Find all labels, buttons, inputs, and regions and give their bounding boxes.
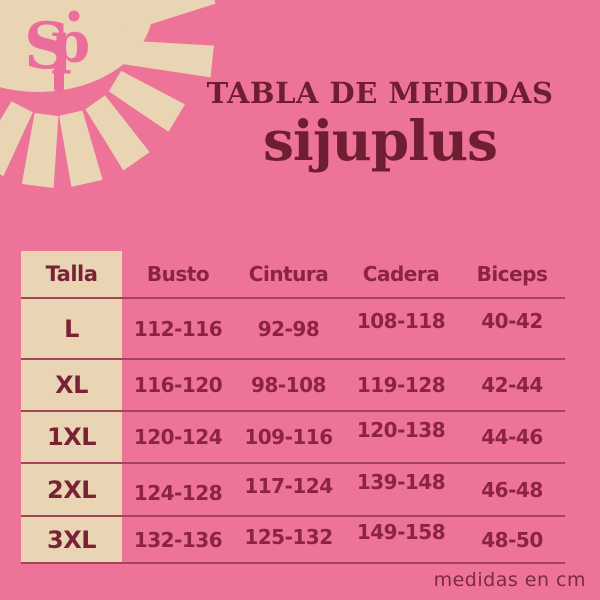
column-header-biceps: Biceps xyxy=(476,262,548,286)
size-cell: 48-50 xyxy=(481,527,543,552)
size-label-cell: L xyxy=(21,299,122,358)
monogram-dot xyxy=(68,10,80,22)
table-row: XL 116-120 98-108 119-128 42-44 xyxy=(21,360,565,412)
table-header-row: Talla Busto Cintura Cadera Biceps xyxy=(21,251,565,299)
header-block: TABLA DE MEDIDAS sijuplus xyxy=(195,76,565,174)
size-cell: 139-148 xyxy=(356,469,446,494)
size-label-cell: 1XL xyxy=(21,412,122,462)
sun-ray xyxy=(21,113,59,188)
size-label-cell: XL xyxy=(21,360,122,410)
column-header-talla: Talla xyxy=(21,251,122,297)
logo-monogram-p: p xyxy=(51,10,90,76)
size-cell: 46-48 xyxy=(481,477,543,502)
size-cell: 124-128 xyxy=(133,480,223,505)
table-row: 3XL 132-136 125-132 149-158 48-50 xyxy=(21,517,565,564)
size-cell: 108-118 xyxy=(356,308,446,333)
size-cell: 149-158 xyxy=(356,519,446,544)
size-cell: 119-128 xyxy=(356,373,446,397)
units-note: medidas en cm xyxy=(433,569,586,591)
sun-ray xyxy=(123,40,214,78)
logo-monogram-s: S xyxy=(24,9,70,84)
size-cell: 132-136 xyxy=(133,527,223,552)
size-cell: 120-124 xyxy=(133,425,223,449)
column-header-busto: Busto xyxy=(146,262,210,286)
sunburst-center xyxy=(0,0,153,92)
table-row: 2XL 124-128 117-124 139-148 46-48 xyxy=(21,464,565,517)
size-cell: 44-46 xyxy=(481,425,543,449)
size-cell: 109-116 xyxy=(244,425,333,449)
column-header-cintura: Cintura xyxy=(248,262,329,286)
size-label-cell: 3XL xyxy=(21,517,122,562)
size-label-cell: 2XL xyxy=(21,464,122,515)
table-row: 1XL 120-124 109-116 120-138 44-46 xyxy=(21,412,565,464)
column-header-cadera: Cadera xyxy=(362,262,440,286)
size-cell: 98-108 xyxy=(251,373,326,397)
size-cell: 40-42 xyxy=(481,308,543,333)
size-cell: 92-98 xyxy=(257,316,320,341)
size-cell: 116-120 xyxy=(133,373,223,397)
sun-ray xyxy=(59,110,103,187)
sun-ray xyxy=(116,0,216,33)
size-cell: 42-44 xyxy=(481,373,543,397)
size-cell: 117-124 xyxy=(244,473,333,498)
sun-ray xyxy=(85,95,150,171)
page-title: TABLA DE MEDIDAS xyxy=(206,76,554,110)
sun-ray xyxy=(108,70,185,132)
table-row: L 112-116 92-98 108-118 40-42 xyxy=(21,299,565,360)
size-cell: 125-132 xyxy=(244,524,333,549)
sun-ray xyxy=(0,101,33,177)
size-cell: 112-116 xyxy=(133,316,223,341)
brand-name: sijuplus xyxy=(262,108,498,174)
size-cell: 120-138 xyxy=(356,418,446,442)
monogram-descender xyxy=(54,60,64,92)
size-table: Talla Busto Cintura Cadera Biceps L 112-… xyxy=(21,251,565,564)
